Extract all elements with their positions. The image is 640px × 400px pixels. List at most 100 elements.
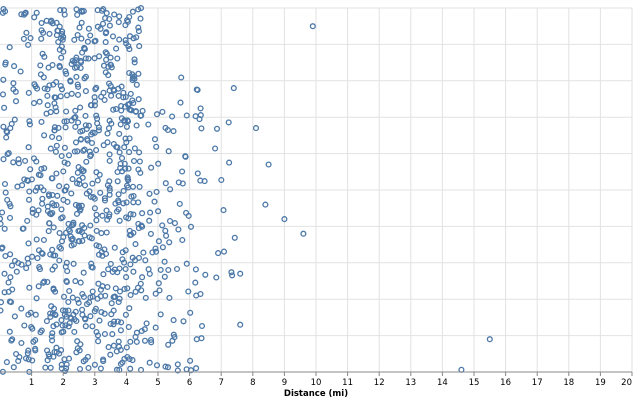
scatter-point xyxy=(127,365,134,372)
scatter-point xyxy=(38,165,45,172)
scatter-point xyxy=(106,87,113,94)
scatter-point xyxy=(77,59,85,66)
scatter-point xyxy=(45,64,52,71)
scatter-point xyxy=(0,76,7,83)
scatter-point xyxy=(130,35,137,42)
scatter-point xyxy=(123,344,130,351)
scatter-point xyxy=(185,212,192,219)
scatter-point xyxy=(10,159,17,166)
scatter-point xyxy=(166,294,173,301)
scatter-point xyxy=(73,6,80,13)
scatter-point xyxy=(228,269,235,276)
scatter-point xyxy=(16,354,23,361)
scatter-point xyxy=(18,261,25,268)
scatter-point xyxy=(143,320,150,327)
scatter-point xyxy=(21,11,28,18)
scatter-point xyxy=(40,236,47,244)
scatter-point xyxy=(82,316,89,323)
scatter-point xyxy=(133,338,140,345)
scatter-point xyxy=(62,68,69,75)
scatter-point xyxy=(122,265,129,273)
x-axis-title: Distance (mi) xyxy=(284,389,348,399)
x-tick-label: 4 xyxy=(124,378,129,388)
scatter-point xyxy=(32,187,39,194)
scatter-point xyxy=(129,8,136,15)
scatter-point xyxy=(187,309,194,316)
scatter-point xyxy=(67,78,74,85)
scatter-point xyxy=(136,43,143,50)
scatter-point xyxy=(156,287,163,294)
scatter-point xyxy=(80,8,87,15)
scatter-point xyxy=(78,202,85,209)
scatter-point xyxy=(74,338,81,345)
scatter-point xyxy=(147,209,154,216)
scatter-point xyxy=(58,215,65,222)
scatter-point xyxy=(79,311,86,318)
scatter-point xyxy=(202,271,209,278)
scatter-point xyxy=(139,210,146,217)
scatter-point xyxy=(99,212,106,219)
scatter-point xyxy=(18,339,25,347)
scatter-point xyxy=(309,23,316,30)
scatter-point xyxy=(130,199,137,206)
scatter-point xyxy=(128,193,135,200)
scatter-point xyxy=(110,106,117,113)
scatter-point xyxy=(0,307,4,314)
scatter-point xyxy=(116,36,123,43)
scatter-point xyxy=(41,85,48,92)
scatter-point xyxy=(127,211,134,218)
scatter-point xyxy=(119,359,126,366)
scatter-point xyxy=(122,311,129,318)
scatter-point xyxy=(107,260,114,267)
scatter-point xyxy=(121,259,128,266)
scatter-point xyxy=(0,220,4,227)
scatter-point xyxy=(118,102,125,110)
scatter-point xyxy=(115,338,122,345)
scatter-point xyxy=(49,337,56,344)
scatter-point xyxy=(197,105,204,112)
scatter-point xyxy=(41,53,48,60)
scatter-point xyxy=(89,264,96,271)
scatter-point xyxy=(29,206,36,213)
scatter-point xyxy=(91,102,98,109)
x-tick-label: 2 xyxy=(60,378,65,388)
scatter-point xyxy=(230,85,237,92)
scatter-point xyxy=(174,367,181,374)
scatter-point xyxy=(101,310,108,317)
scatter-point xyxy=(1,225,8,232)
scatter-point xyxy=(48,333,55,340)
scatter-point xyxy=(70,260,77,267)
scatter-point xyxy=(135,28,142,35)
scatter-point xyxy=(131,56,138,63)
scatter-point xyxy=(153,362,161,369)
scatter-point xyxy=(135,70,142,77)
scatter-point xyxy=(104,130,111,137)
scatter-point xyxy=(215,250,222,257)
scatter-point xyxy=(72,139,80,146)
scatter-point xyxy=(39,250,46,257)
scatter-point xyxy=(146,270,153,277)
scatter-point xyxy=(24,350,31,357)
scatter-point xyxy=(93,211,100,218)
scatter-point xyxy=(36,264,43,271)
scatter-point xyxy=(107,61,115,69)
scatter-point xyxy=(60,7,68,14)
x-tick-label: 11 xyxy=(342,378,353,388)
scatter-point xyxy=(162,180,169,187)
scatter-point xyxy=(101,96,108,104)
scatter-point xyxy=(136,149,143,156)
scatter-point xyxy=(52,104,59,111)
scatter-point xyxy=(115,19,122,26)
scatter-point xyxy=(25,311,32,318)
scatter-point xyxy=(65,298,72,306)
scatter-point xyxy=(173,265,181,273)
scatter-point xyxy=(25,240,32,247)
scatter-point xyxy=(46,82,53,89)
scatter-point xyxy=(103,229,110,236)
scatter-point xyxy=(97,189,104,196)
scatter-point xyxy=(122,93,129,101)
scatter-point xyxy=(300,230,307,237)
scatter-point xyxy=(25,347,32,354)
scatter-point xyxy=(93,227,100,234)
scatter-point xyxy=(95,280,102,287)
